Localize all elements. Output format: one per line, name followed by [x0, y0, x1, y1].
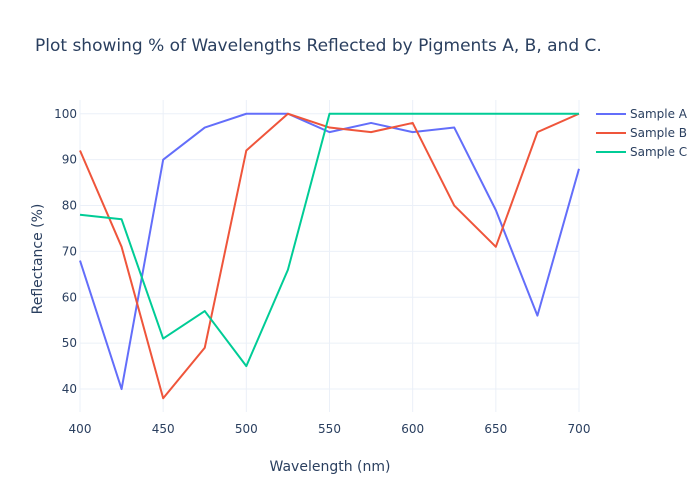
legend-label: Sample A: [630, 107, 688, 121]
x-tick-label: 500: [235, 422, 258, 436]
legend-item-sample-b[interactable]: Sample B: [596, 126, 687, 140]
x-tick-label: 450: [152, 422, 175, 436]
y-tick-label: 40: [62, 382, 77, 396]
legend-label: Sample C: [630, 145, 687, 159]
x-tick-label: 700: [568, 422, 591, 436]
y-tick-label: 90: [62, 153, 77, 167]
x-tick-label: 600: [401, 422, 424, 436]
y-tick-label: 50: [62, 336, 77, 350]
x-axis-ticks: 400 450 500 550 600 650 700: [69, 422, 591, 436]
y-axis-ticks: 40 50 60 70 80 90 100: [54, 107, 77, 396]
y-tick-label: 80: [62, 199, 77, 213]
y-tick-label: 70: [62, 244, 77, 258]
y-tick-label: 60: [62, 290, 77, 304]
series-line-sample-b: [79, 112, 580, 400]
y-tick-label: 100: [54, 107, 77, 121]
series-line-sample-c: [79, 112, 579, 368]
x-axis-title: Wavelength (nm): [270, 459, 391, 475]
series-line-sample-a: [79, 112, 580, 391]
legend-item-sample-a[interactable]: Sample A: [596, 107, 688, 121]
x-tick-label: 400: [69, 422, 92, 436]
x-tick-label: 550: [318, 422, 341, 436]
legend[interactable]: Sample A Sample B Sample C: [596, 107, 688, 159]
y-axis-title: Reflectance (%): [30, 204, 46, 315]
series-layer: [79, 112, 580, 400]
legend-item-sample-c[interactable]: Sample C: [596, 145, 687, 159]
legend-label: Sample B: [630, 126, 687, 140]
chart-title: Plot showing % of Wavelengths Reflected …: [35, 36, 602, 56]
x-tick-label: 650: [484, 422, 507, 436]
